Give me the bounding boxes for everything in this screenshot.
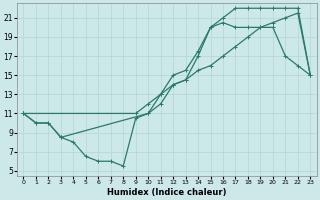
X-axis label: Humidex (Indice chaleur): Humidex (Indice chaleur) (107, 188, 227, 197)
